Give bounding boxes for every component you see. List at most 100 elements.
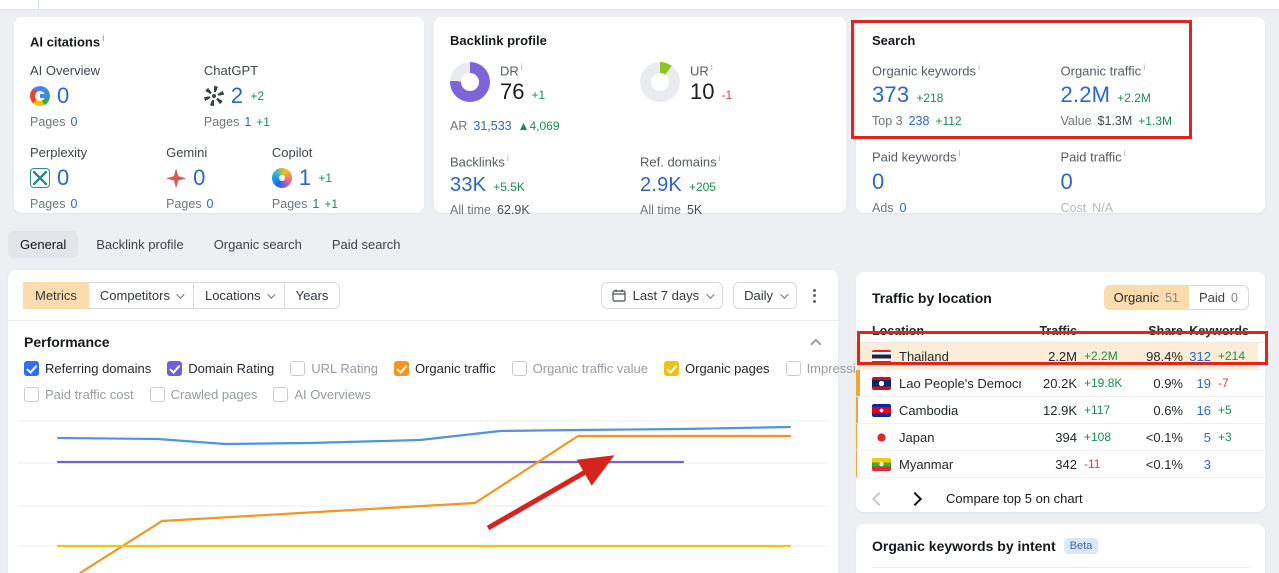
- traffic-value: 342: [1055, 456, 1077, 472]
- ai-source-name: AI Overview: [30, 63, 101, 79]
- organic-toggle[interactable]: Organic 51: [1103, 285, 1190, 310]
- ai-citation-count[interactable]: 0: [57, 165, 70, 191]
- checkbox-icon: [290, 361, 306, 376]
- segment-button[interactable]: Years: [283, 282, 341, 309]
- table-row[interactable]: Lao People's Democratic Reput 20.2K +19.…: [856, 370, 1265, 397]
- info-icon[interactable]: [102, 33, 105, 43]
- next-page-chevron-icon[interactable]: [907, 491, 923, 506]
- tab[interactable]: Paid search: [331, 237, 401, 252]
- ai-citation-count[interactable]: 2: [230, 83, 244, 109]
- top3-value[interactable]: 238: [908, 114, 930, 129]
- table-row[interactable]: Cambodia 12.9K +117 0.6% 16 +5: [856, 397, 1265, 424]
- metric-label: Referring domains: [45, 361, 152, 376]
- location-name: Lao People's Democratic Reput: [899, 375, 1021, 391]
- metric-checkbox[interactable]: Paid traffic cost: [24, 387, 134, 402]
- metric-checkbox[interactable]: URL Rating: [290, 361, 378, 376]
- segment-button[interactable]: Metrics: [23, 282, 89, 309]
- info-icon[interactable]: [507, 153, 509, 163]
- table-row[interactable]: Japan 394 +108 <0.1% 5 +3: [856, 424, 1265, 451]
- info-icon[interactable]: [1124, 148, 1126, 158]
- performance-chart[interactable]: [8, 395, 838, 573]
- performance-card: Metrics Competitors Locations Years: [8, 270, 975, 573]
- ai-citation-delta: +2: [250, 89, 264, 104]
- keywords-value[interactable]: 19: [1196, 375, 1211, 391]
- metric-label: Paid traffic cost: [45, 387, 134, 402]
- pages-label: Pages: [30, 197, 66, 212]
- prev-page-chevron-icon[interactable]: [871, 491, 887, 506]
- collapse-chevron-icon[interactable]: [810, 338, 822, 350]
- keywords-value[interactable]: 3: [1203, 456, 1211, 472]
- info-icon[interactable]: [959, 148, 961, 158]
- ai-citation-count[interactable]: 0: [193, 165, 206, 191]
- info-icon[interactable]: [711, 62, 713, 72]
- tab[interactable]: General: [8, 231, 79, 258]
- granularity-button[interactable]: Daily: [733, 282, 797, 309]
- backlinks-label: Backlinks: [450, 153, 640, 169]
- segment-label: Competitors: [99, 288, 170, 303]
- dr-value[interactable]: 76: [500, 79, 525, 105]
- keywords-value[interactable]: 5: [1203, 429, 1211, 445]
- organic-toggle-count: 51: [1165, 290, 1180, 305]
- tab[interactable]: Organic search: [213, 237, 302, 252]
- ai-source-name: Gemini: [166, 145, 208, 161]
- keywords-delta: +214: [1218, 349, 1246, 363]
- share-value: 0.6%: [1153, 402, 1183, 418]
- ref-domains-value[interactable]: 2.9K: [640, 173, 682, 196]
- backlinks-value[interactable]: 33K: [450, 173, 487, 196]
- table-row[interactable]: Myanmar 342 -11 <0.1% 3: [856, 451, 1265, 478]
- organic-traffic-value[interactable]: 2.2M: [1060, 82, 1111, 108]
- ai-citations-title: AI citations: [30, 33, 408, 49]
- metric-checkbox[interactable]: Referring domains: [24, 361, 151, 376]
- ur-donut: [640, 62, 680, 102]
- info-icon[interactable]: [521, 62, 523, 72]
- ar-value[interactable]: 31,533: [473, 119, 512, 134]
- pages-count[interactable]: 0: [70, 197, 78, 212]
- chevron-down-icon: [266, 289, 276, 299]
- segment-button[interactable]: Locations: [192, 282, 285, 309]
- pages-count[interactable]: 0: [206, 197, 214, 212]
- keywords-value[interactable]: 16: [1196, 402, 1211, 418]
- table-row[interactable]: Thailand 2.2M +2.2M 98.4% 312 +214: [856, 343, 1265, 370]
- country-flag-icon: [872, 403, 891, 417]
- pages-count[interactable]: 0: [70, 115, 78, 130]
- keywords-value[interactable]: 312: [1189, 348, 1211, 364]
- pages-count[interactable]: 1: [312, 197, 320, 212]
- more-options-button[interactable]: [807, 285, 822, 307]
- metric-checkbox[interactable]: Organic pages: [664, 361, 770, 376]
- paid-traffic-value[interactable]: 0: [1060, 168, 1073, 194]
- info-icon[interactable]: [719, 153, 721, 163]
- metric-checkbox-row-2: Paid traffic cost Crawled pages AI Overv…: [8, 387, 838, 402]
- traffic-value: 394: [1055, 429, 1077, 445]
- ur-value[interactable]: 10: [690, 79, 715, 105]
- ads-value[interactable]: 0: [899, 200, 907, 215]
- ai-citation-count[interactable]: 1: [298, 165, 312, 191]
- ai-citation-count[interactable]: 0: [57, 83, 70, 109]
- metric-checkbox[interactable]: Crawled pages: [149, 387, 257, 402]
- checkbox-icon: [393, 361, 409, 376]
- country-flag-icon: [872, 376, 891, 390]
- top3-label: Top 3: [872, 114, 903, 129]
- info-icon[interactable]: [1143, 62, 1145, 72]
- organic-paid-toggle: Organic 51 Paid 0: [1103, 285, 1249, 310]
- date-range-button[interactable]: Last 7 days: [600, 282, 724, 309]
- traffic-delta: -11: [1084, 457, 1101, 471]
- organic-keywords-value[interactable]: 373: [872, 82, 910, 108]
- country-flag-icon: [872, 457, 891, 471]
- metric-checkbox[interactable]: Domain Rating: [167, 361, 274, 376]
- segment-button[interactable]: Competitors: [87, 282, 194, 309]
- ai-source-name: Copilot: [271, 145, 313, 161]
- keywords-delta: -7: [1218, 376, 1229, 390]
- paid-keywords-value[interactable]: 0: [872, 168, 885, 194]
- info-icon[interactable]: [978, 62, 980, 72]
- tab[interactable]: Backlink profile: [96, 237, 184, 252]
- metric-checkbox[interactable]: Organic traffic value: [511, 361, 648, 376]
- intent-divider: [872, 567, 1249, 568]
- metric-checkbox[interactable]: AI Overviews: [273, 387, 371, 402]
- ref-domains-delta: +205: [688, 179, 716, 194]
- keywords-delta: +3: [1218, 430, 1232, 444]
- compare-top5-link[interactable]: Compare top 5 on chart: [946, 491, 1083, 506]
- paid-toggle[interactable]: Paid 0: [1189, 285, 1249, 310]
- backlink-profile-card: Backlink profile DR 76 +1 AR 31,533 ▲4,0…: [434, 17, 846, 217]
- pages-count[interactable]: 1: [244, 115, 252, 130]
- metric-checkbox[interactable]: Organic traffic: [393, 361, 496, 376]
